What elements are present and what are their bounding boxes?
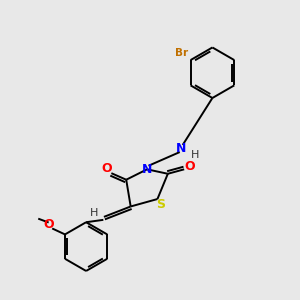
Text: S: S bbox=[157, 199, 166, 212]
Text: O: O bbox=[102, 162, 112, 175]
Text: H: H bbox=[190, 150, 199, 160]
Text: N: N bbox=[142, 163, 152, 176]
Text: O: O bbox=[43, 218, 54, 231]
Text: H: H bbox=[90, 208, 99, 218]
Text: Br: Br bbox=[175, 48, 188, 58]
Text: O: O bbox=[185, 160, 195, 173]
Text: N: N bbox=[176, 142, 186, 155]
